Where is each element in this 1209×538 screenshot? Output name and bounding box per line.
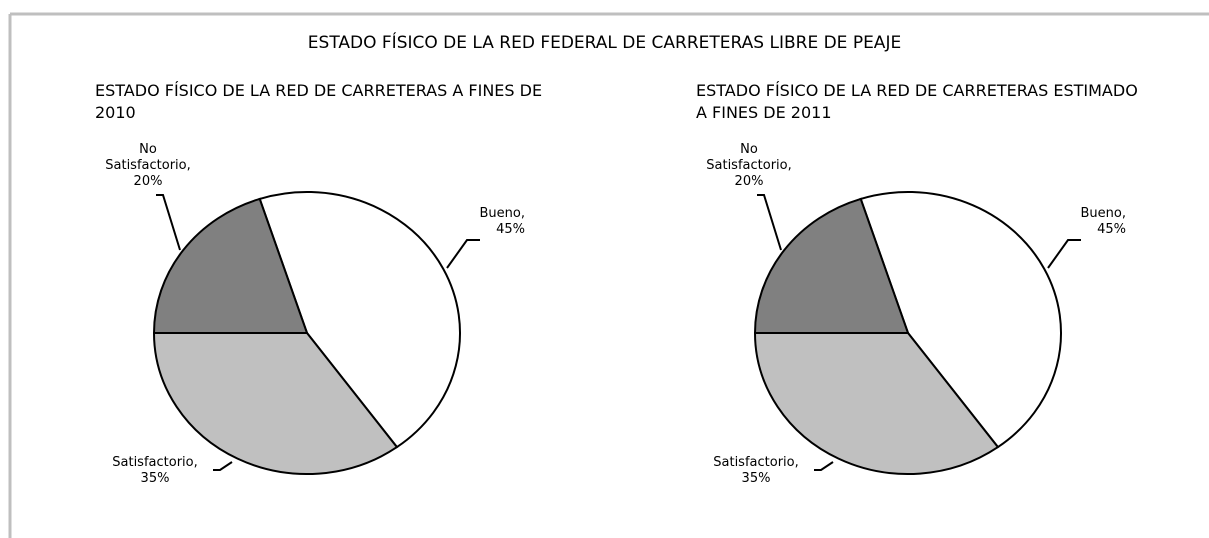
value-label: 45% [1097,222,1126,237]
data-label: Bueno, 45% [425,206,525,238]
leader-line [1047,239,1081,269]
data-label: No Satisfactorio, 20% [103,142,193,190]
data-label: Bueno, 45% [1026,206,1126,238]
value-label: 45% [496,222,525,237]
chart-title: ESTADO FÍSICO DE LA RED DE CARRETERAS A … [95,81,543,122]
data-label: Satisfactorio, 35% [95,455,215,487]
category-label: No Satisfactorio, [105,142,191,173]
leader-line [757,194,782,251]
data-label: Satisfactorio, 35% [696,455,816,487]
page-title: ESTADO FÍSICO DE LA RED FEDERAL DE CARRE… [307,33,902,53]
data-label: No Satisfactorio, 20% [704,142,794,190]
value-label: 20% [734,174,764,189]
leader-line [156,194,181,251]
value-label: 35% [140,471,170,486]
category-label: Bueno, [1080,206,1126,221]
value-label: 35% [741,471,771,486]
category-label: Satisfactorio, [112,455,198,470]
category-label: No Satisfactorio, [706,142,792,173]
category-label: Bueno, [479,206,525,221]
pie-slice [753,197,910,334]
pie-slice [152,197,309,334]
pie-slice [753,332,1000,475]
pie-slice [152,332,399,475]
leader-line [213,461,233,471]
value-label: 20% [133,174,163,189]
chart-title: ESTADO FÍSICO DE LA RED DE CARRETERAS ES… [696,81,1138,122]
leader-line [446,239,480,269]
pie-slice [258,191,461,449]
category-label: Satisfactorio, [713,455,799,470]
leader-line [814,461,834,471]
pie-slice [859,191,1062,449]
